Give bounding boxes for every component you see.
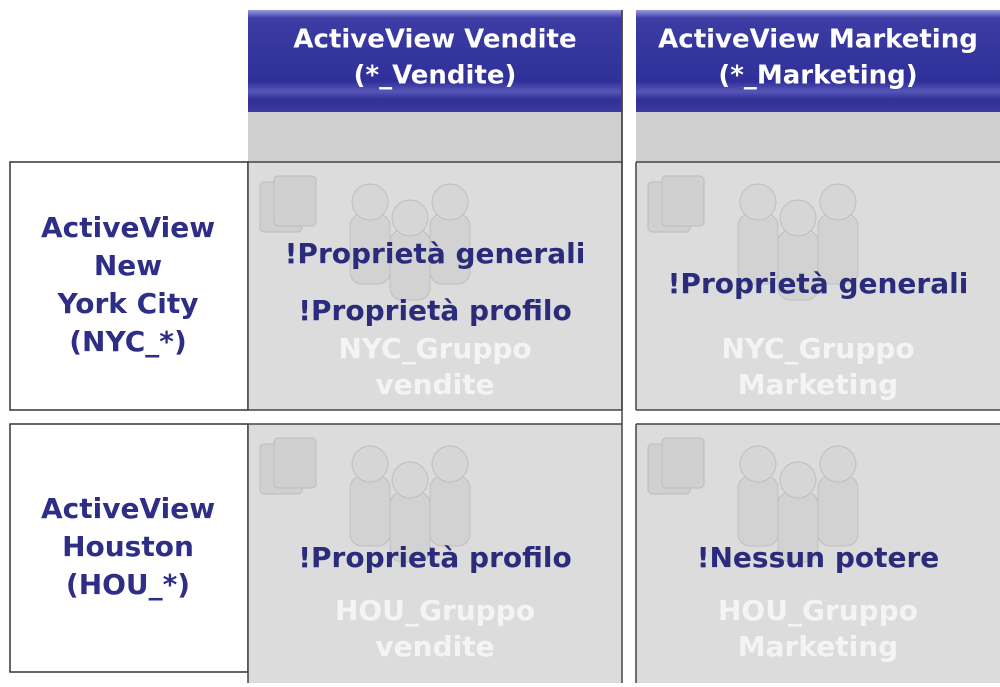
person-body xyxy=(429,475,471,547)
person-head xyxy=(779,461,817,499)
person-head xyxy=(391,199,429,237)
person-head xyxy=(351,183,389,221)
person-head xyxy=(431,183,469,221)
person-head xyxy=(431,445,469,483)
column-title: ActiveView Vendite xyxy=(293,25,576,55)
person-head xyxy=(819,183,857,221)
person-body xyxy=(737,475,779,547)
person-head xyxy=(391,461,429,499)
icon xyxy=(647,175,859,301)
permission: !Proprietà profilo xyxy=(298,294,571,327)
group-name: HOU_Gruppo xyxy=(335,594,535,627)
group-name: NYC_Gruppo xyxy=(721,332,914,365)
group-name: HOU_Gruppo xyxy=(718,594,918,627)
row-label: York City xyxy=(57,287,199,320)
group-name: vendite xyxy=(375,368,494,401)
person-head xyxy=(739,445,777,483)
row-label: (NYC_*) xyxy=(69,325,187,358)
row-label: Houston xyxy=(62,530,194,563)
column-title: ActiveView Marketing xyxy=(658,25,978,55)
permission: !Proprietà profilo xyxy=(298,541,571,574)
icon xyxy=(259,175,471,301)
row-label: (HOU_*) xyxy=(66,568,190,601)
row-label: New xyxy=(94,249,162,282)
header-band xyxy=(248,112,622,162)
column-subtitle: (*_Vendite) xyxy=(354,61,517,91)
column-header xyxy=(248,10,622,112)
permission: !Nessun potere xyxy=(697,541,940,574)
row-header xyxy=(9,161,249,411)
panel-icon xyxy=(661,175,705,227)
group-name: NYC_Gruppo xyxy=(338,332,531,365)
panel-icon xyxy=(273,175,317,227)
panel-icon xyxy=(661,437,705,489)
group-name: Marketing xyxy=(738,368,898,401)
column-header xyxy=(636,10,1000,112)
icon xyxy=(259,437,471,563)
group-name: vendite xyxy=(375,630,494,663)
person-body xyxy=(349,475,391,547)
person-head xyxy=(739,183,777,221)
row-label: ActiveView xyxy=(41,492,215,525)
person-body xyxy=(817,475,859,547)
header-band xyxy=(636,112,1000,162)
person-head xyxy=(351,445,389,483)
person-head xyxy=(779,199,817,237)
column-subtitle: (*_Marketing) xyxy=(718,61,917,91)
permission: !Proprietà generali xyxy=(285,237,586,270)
row-header xyxy=(9,423,249,673)
panel-icon xyxy=(273,437,317,489)
person-head xyxy=(819,445,857,483)
group-name: Marketing xyxy=(738,630,898,663)
permission: !Proprietà generali xyxy=(668,267,969,300)
row-label: ActiveView xyxy=(41,211,215,244)
icon xyxy=(647,437,859,563)
